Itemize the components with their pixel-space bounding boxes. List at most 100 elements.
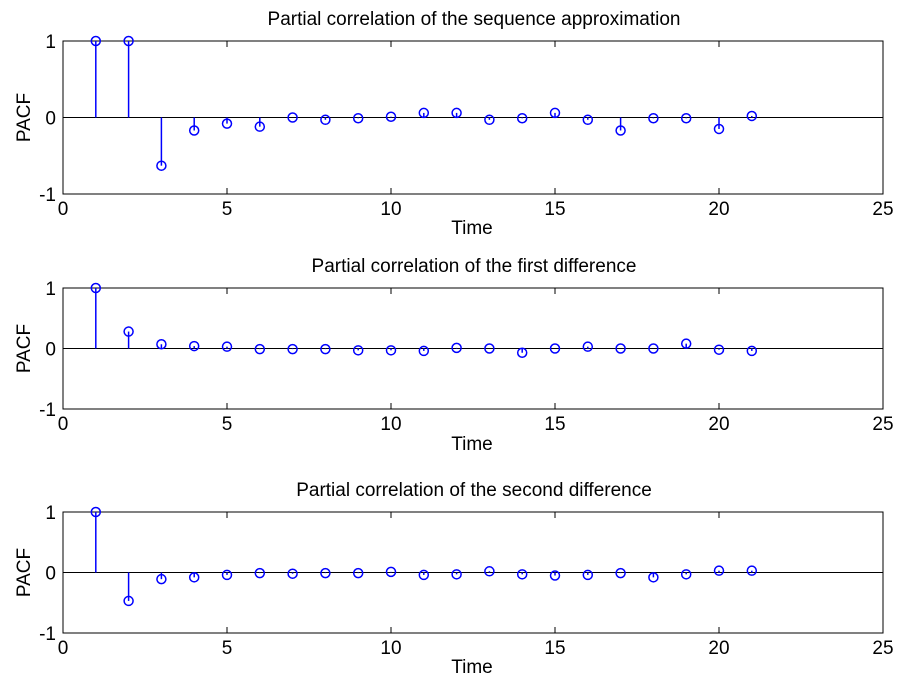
stem-marker — [188, 125, 200, 136]
stem-marker — [352, 345, 364, 356]
stem-marker — [188, 572, 200, 583]
stem-marker — [549, 343, 561, 354]
x-tick-label: 10 — [380, 199, 401, 220]
stem-marker — [287, 343, 298, 355]
y-tick-label: 1 — [45, 32, 56, 53]
x-tick-label: 0 — [58, 638, 69, 659]
stem-marker — [680, 113, 692, 124]
stem-marker — [156, 339, 167, 350]
stem-marker — [352, 113, 364, 124]
stem-marker — [418, 569, 430, 581]
stem-marker — [90, 35, 102, 47]
stem-marker — [418, 107, 430, 119]
stem-marker — [484, 566, 495, 577]
stem-marker — [746, 565, 758, 576]
stem-marker — [451, 107, 462, 119]
x-tick-label: 15 — [544, 199, 565, 220]
y-tick-label: 1 — [45, 279, 56, 300]
stem-marker — [385, 111, 397, 122]
stem-marker — [615, 125, 626, 136]
stem-marker — [484, 343, 495, 354]
subplot-1: Partial correlation of the sequence appr… — [14, 9, 894, 239]
stem-marker — [713, 123, 725, 135]
x-tick-label: 0 — [58, 414, 69, 435]
x-axis-ticks: 0 5 10 15 20 25 — [58, 41, 894, 220]
y-axis-ticks: -1 0 1 — [39, 503, 883, 645]
stem-marker — [320, 343, 331, 355]
stem-marker — [221, 341, 233, 352]
y-tick-label: 1 — [45, 503, 56, 524]
stem-marker — [516, 569, 528, 580]
x-tick-label: 5 — [222, 199, 233, 220]
stem-marker — [746, 110, 758, 122]
x-tick-label: 20 — [708, 414, 729, 435]
stem-marker — [549, 570, 561, 581]
stem-marker — [90, 506, 102, 518]
stem-marker — [90, 282, 102, 294]
x-tick-label: 20 — [708, 199, 729, 220]
y-tick-label: 0 — [45, 340, 56, 361]
stem-marker — [582, 341, 594, 352]
stem-marker — [615, 567, 626, 579]
x-tick-label: 20 — [708, 638, 729, 659]
y-axis-label: PACF — [14, 548, 35, 597]
x-axis-label: Time — [451, 434, 493, 455]
x-axis-ticks: 0 5 10 15 20 25 — [58, 512, 894, 659]
stem-marker — [680, 338, 692, 349]
stem-marker — [648, 343, 659, 354]
stem-series — [90, 506, 758, 607]
stem-marker — [156, 160, 167, 171]
stem-marker — [680, 569, 692, 580]
stem-marker — [451, 569, 462, 580]
y-axis-ticks: -1 0 1 — [39, 279, 883, 421]
stem-marker — [516, 113, 528, 124]
stem-marker — [582, 114, 594, 126]
stem-marker — [156, 573, 167, 585]
stem-marker — [123, 35, 134, 47]
stem-marker — [746, 345, 758, 357]
stem-marker — [352, 567, 364, 579]
stem-marker — [254, 121, 266, 132]
stem-marker — [582, 569, 594, 581]
x-tick-label: 15 — [544, 414, 565, 435]
stem-marker — [648, 113, 659, 124]
stem-marker — [385, 345, 397, 356]
x-tick-label: 15 — [544, 638, 565, 659]
x-tick-label: 25 — [872, 199, 893, 220]
stem-marker — [549, 107, 561, 119]
stem-marker — [451, 342, 462, 354]
x-axis-label: Time — [451, 657, 493, 678]
stem-marker — [320, 114, 331, 126]
stem-marker — [713, 565, 725, 576]
y-tick-label: 0 — [45, 109, 56, 130]
y-tick-label: -1 — [39, 185, 56, 206]
stem-marker — [320, 567, 331, 579]
stem-marker — [221, 118, 233, 129]
x-tick-label: 5 — [222, 638, 233, 659]
stem-marker — [418, 345, 430, 357]
stem-marker — [287, 112, 298, 123]
stem-marker — [516, 347, 528, 358]
stem-marker — [615, 343, 626, 354]
x-axis-label: Time — [451, 218, 493, 239]
subplot-title: Partial correlation of the second differ… — [296, 480, 652, 501]
y-tick-label: -1 — [39, 624, 56, 645]
subplot-3: Partial correlation of the second differ… — [14, 480, 894, 678]
stem-marker — [648, 572, 659, 583]
y-axis-label: PACF — [14, 324, 35, 373]
subplot-title: Partial correlation of the sequence appr… — [268, 9, 681, 30]
x-tick-label: 10 — [380, 414, 401, 435]
subplot-title: Partial correlation of the first differe… — [312, 256, 637, 277]
subplot-2: Partial correlation of the first differe… — [14, 256, 894, 455]
stem-marker — [221, 569, 233, 581]
stem-marker — [287, 568, 298, 579]
stem-marker — [484, 114, 495, 126]
x-tick-label: 0 — [58, 199, 69, 220]
x-tick-label: 10 — [380, 638, 401, 659]
x-axis-ticks: 0 5 10 15 20 25 — [58, 288, 894, 435]
x-tick-label: 25 — [872, 414, 893, 435]
stem-series — [90, 282, 758, 358]
stem-marker — [123, 595, 134, 607]
x-tick-label: 5 — [222, 414, 233, 435]
